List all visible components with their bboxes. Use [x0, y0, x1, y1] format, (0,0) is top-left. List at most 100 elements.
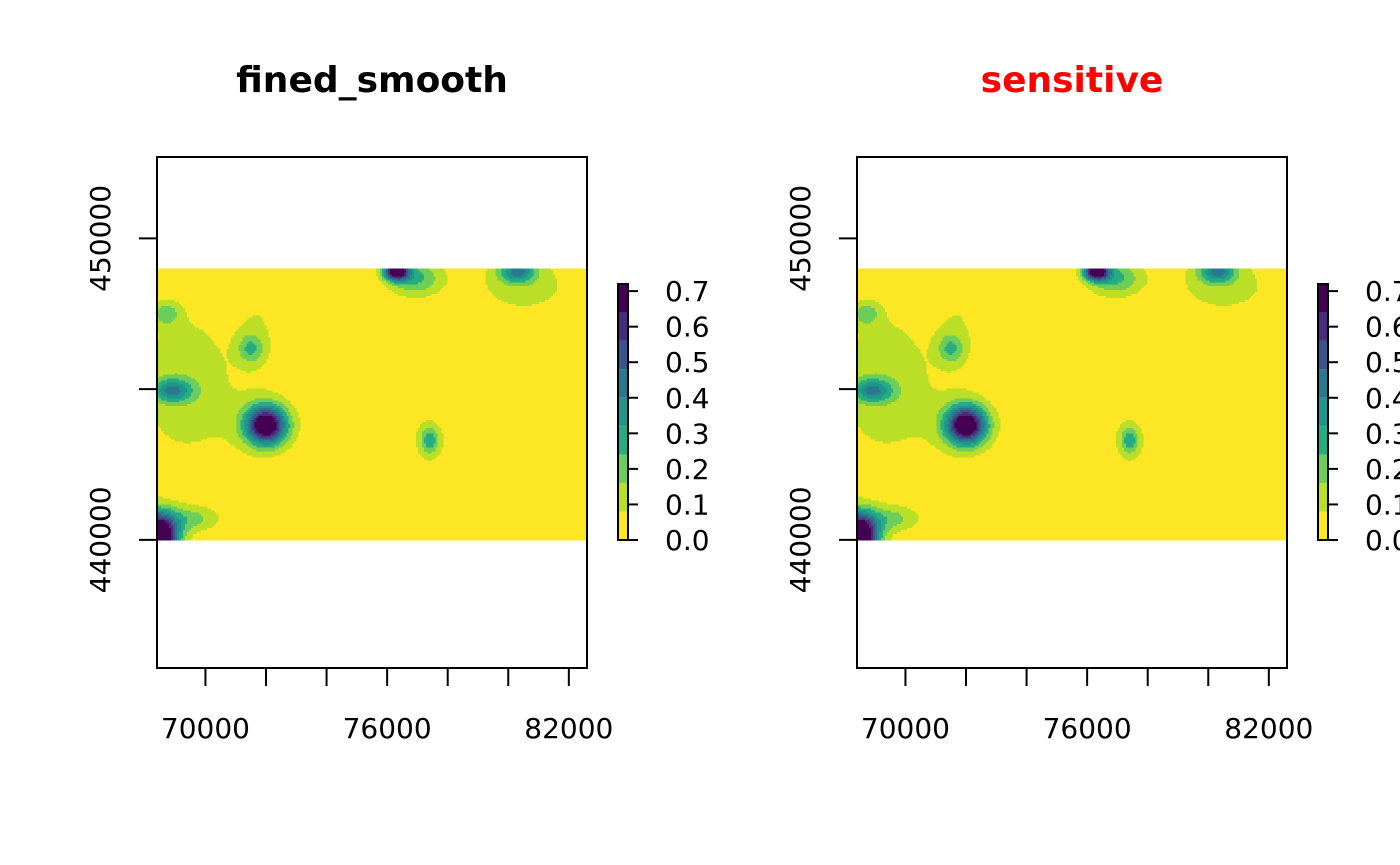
legend-color-swatch — [1318, 397, 1328, 427]
raster-cell — [1087, 270, 1091, 273]
raster-cell — [870, 504, 900, 507]
raster-cell — [254, 398, 273, 401]
raster-cell — [252, 408, 259, 411]
raster-cell — [180, 524, 186, 527]
raster-cell — [288, 421, 295, 425]
raster-cell — [857, 355, 924, 358]
raster-cell — [986, 406, 995, 409]
raster-cell — [292, 419, 301, 423]
raster-cell — [246, 358, 257, 362]
legend-tick-label: 0.3 — [1365, 417, 1400, 450]
raster-cell — [1113, 268, 1119, 271]
raster-cell — [447, 278, 486, 281]
raster-cell — [1135, 447, 1143, 450]
raster-cell — [918, 514, 1288, 517]
raster-cell — [403, 272, 407, 275]
raster-cell — [934, 331, 969, 334]
raster-cell — [228, 347, 240, 350]
raster-cell — [176, 315, 188, 319]
raster-cell — [857, 394, 864, 397]
raster-cell — [244, 429, 249, 433]
raster-cell — [1229, 278, 1238, 281]
raster-cell — [1251, 296, 1288, 299]
raster-cell — [857, 502, 888, 505]
raster-cell — [391, 278, 399, 281]
raster-cell — [936, 421, 942, 425]
raster-cell — [958, 402, 973, 405]
raster-cell — [962, 364, 1288, 368]
raster-cell — [186, 516, 204, 519]
raster-cell — [878, 388, 888, 391]
raster-cell — [898, 396, 985, 399]
raster-cell — [882, 535, 886, 539]
raster-cell — [286, 441, 295, 444]
raster-cell — [998, 435, 1117, 439]
raster-cell — [266, 325, 588, 328]
raster-cell — [857, 437, 872, 440]
raster-cell — [1135, 421, 1288, 425]
raster-cell — [938, 433, 943, 437]
raster-cell — [946, 402, 959, 405]
raster-cell — [254, 437, 259, 440]
raster-cell — [920, 349, 928, 352]
raster-cell — [280, 410, 285, 413]
raster-cell — [970, 435, 977, 439]
raster-cell — [178, 500, 588, 503]
raster-cell — [944, 412, 949, 415]
raster-cell — [236, 417, 243, 421]
raster-cell — [857, 396, 860, 399]
raster-cell — [157, 388, 160, 391]
raster-cell — [992, 416, 999, 419]
raster-cell — [421, 431, 437, 435]
raster-cell — [858, 382, 868, 385]
raster-cell — [1085, 286, 1099, 289]
raster-cell — [1227, 274, 1234, 277]
raster-cell — [970, 349, 1288, 352]
raster-cell — [157, 469, 588, 472]
raster-cell — [423, 437, 437, 440]
raster-cell — [256, 358, 267, 362]
raster-cell — [214, 510, 588, 513]
raster-cell — [956, 435, 961, 439]
raster-cell — [246, 345, 257, 348]
raster-cell — [157, 276, 379, 279]
raster-cell — [200, 439, 228, 442]
raster-cell — [892, 533, 1288, 537]
raster-cell — [501, 268, 508, 271]
raster-cell — [190, 402, 247, 405]
raster-cell — [157, 300, 160, 303]
raster-cell — [421, 435, 427, 439]
raster-cell — [246, 343, 255, 346]
raster-cell — [413, 276, 425, 279]
raster-cell — [1195, 296, 1252, 299]
legend-color-swatch — [618, 511, 628, 540]
raster-cell — [868, 435, 940, 439]
raster-cell — [984, 396, 1288, 399]
raster-cell — [1135, 429, 1143, 433]
raster-cell — [157, 335, 160, 338]
raster-cell — [956, 406, 975, 409]
raster-cell — [1147, 280, 1186, 283]
legend-color-swatch — [1318, 340, 1328, 370]
raster-cell — [178, 388, 188, 391]
raster-cell — [876, 535, 880, 539]
raster-cell — [157, 480, 588, 484]
raster-cell — [1097, 294, 1133, 297]
raster-cell — [158, 402, 192, 405]
raster-cell — [375, 270, 381, 273]
raster-cell — [236, 421, 242, 425]
raster-cell — [884, 307, 1288, 311]
raster-cell — [176, 516, 188, 519]
raster-cell — [944, 347, 957, 350]
raster-cell — [860, 506, 878, 509]
raster-cell — [857, 290, 1093, 293]
raster-cell — [950, 421, 953, 425]
raster-cell — [194, 325, 242, 328]
raster-cell — [1107, 274, 1111, 277]
raster-cell — [857, 270, 1077, 273]
raster-cell — [906, 506, 1288, 509]
raster-cell — [1113, 274, 1125, 277]
raster-cell — [992, 443, 1117, 446]
raster-cell — [157, 274, 377, 277]
